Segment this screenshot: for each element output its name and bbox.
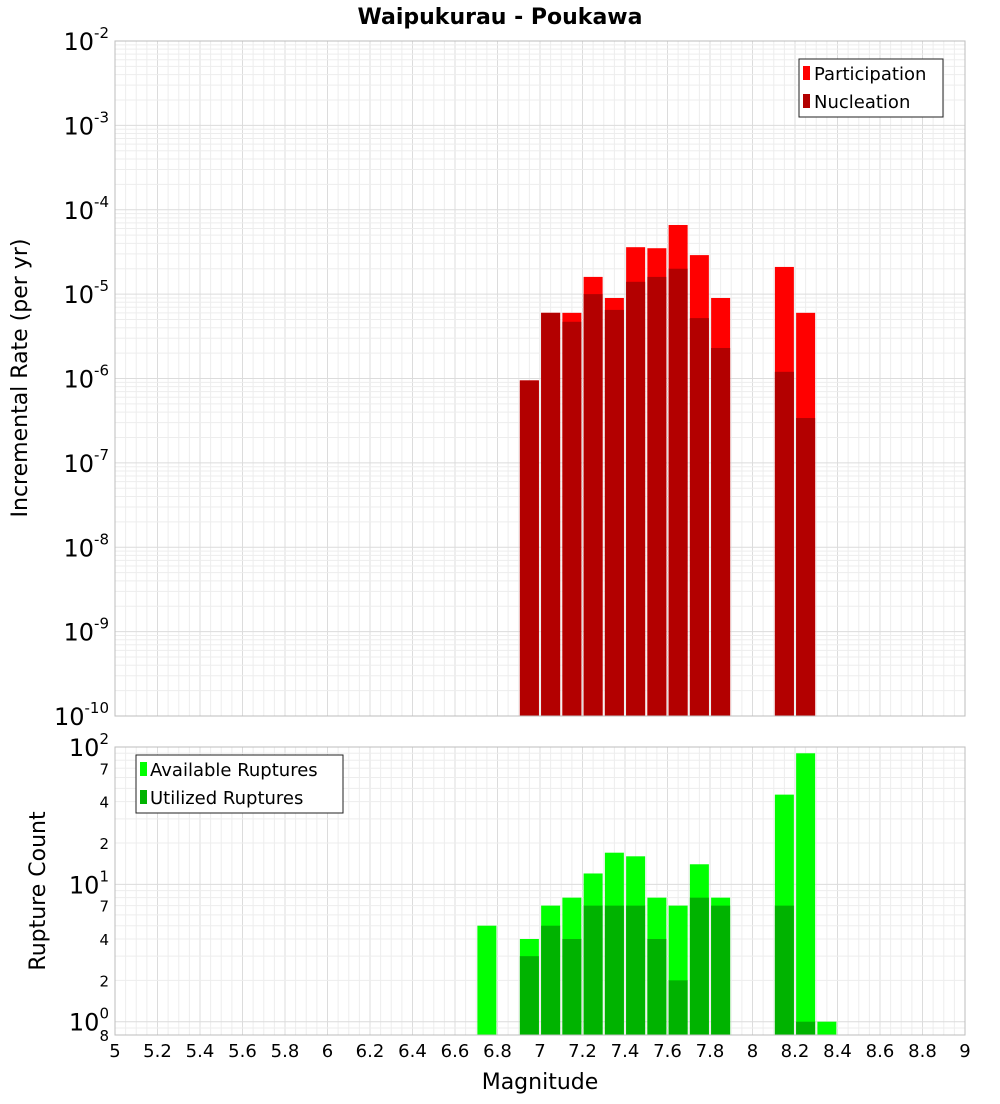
x-tick-label: 8.4 [823, 1041, 852, 1062]
x-tick-label: 7.8 [696, 1041, 725, 1062]
bar-utilized-ruptures [562, 939, 582, 1035]
bottom-y-tick-label: 100 [69, 1005, 109, 1037]
legend-label-participation: Participation [814, 64, 926, 85]
bar-available-ruptures [817, 1021, 837, 1035]
bottom-y-tick-label: 101 [69, 867, 109, 899]
top-y-tick-label: 10-3 [63, 108, 109, 140]
top-y-tick-label: 10-5 [63, 277, 109, 309]
bottom-legend: Available Ruptures Utilized Ruptures [135, 754, 344, 814]
x-tick-label: 6.4 [398, 1041, 427, 1062]
top-y-tick-label: 10-8 [63, 530, 109, 562]
x-tick-label: 7 [534, 1041, 545, 1062]
top-y-tick-label: 10-6 [63, 362, 109, 394]
bar-utilized-ruptures [583, 905, 603, 1035]
legend-label-utilized: Utilized Ruptures [150, 788, 303, 809]
legend-swatch-utilized [140, 790, 147, 804]
chart-title: Waipukurau - Poukawa [358, 5, 643, 30]
bar-utilized-ruptures [689, 897, 709, 1035]
x-tick-label: 5.2 [143, 1041, 172, 1062]
top-y-tick-label: 10-7 [63, 446, 109, 478]
legend-swatch-nucleation [803, 94, 810, 108]
bar-nucleation [626, 281, 646, 716]
top-y-tick-label: 10-10 [54, 699, 109, 731]
x-tick-label: 7.2 [568, 1041, 597, 1062]
top-y-axis-label: Incremental Rate (per yr) [8, 239, 33, 518]
bottom-y-tick-label: 4 [99, 794, 109, 812]
bar-nucleation [711, 347, 731, 716]
bar-nucleation [689, 318, 709, 716]
x-tick-label: 7.4 [611, 1041, 640, 1062]
bar-nucleation [796, 418, 816, 716]
legend-label-nucleation: Nucleation [814, 92, 910, 113]
x-tick-label: 9 [959, 1041, 970, 1062]
top-y-ticks: 10-10 10-9 10-8 10-7 10-6 10-5 10-4 10-3 10-2 [54, 24, 109, 731]
x-tick-label: 8.2 [781, 1041, 810, 1062]
bar-utilized-ruptures [796, 1021, 816, 1035]
x-tick-label: 6.8 [483, 1041, 512, 1062]
bar-nucleation [541, 312, 561, 716]
x-ticks: 5 5.2 5.4 5.6 5.8 6 6.2 6.4 6.6 6.8 7 7.2 7.4 7.6 7.8 8… [109, 1041, 970, 1062]
bar-nucleation [583, 294, 603, 716]
bottom-y-axis-label: Rupture Count [26, 811, 51, 971]
x-tick-label: 6.6 [441, 1041, 470, 1062]
bar-nucleation [562, 321, 582, 716]
x-tick-label: 6 [322, 1041, 333, 1062]
bar-utilized-ruptures [541, 925, 561, 1035]
bar-nucleation [774, 371, 794, 716]
bottom-y-tick-label: 2 [99, 972, 109, 990]
bar-available-ruptures [796, 753, 816, 1035]
x-tick-label: 5.6 [228, 1041, 257, 1062]
bar-utilized-ruptures [626, 905, 646, 1035]
bar-utilized-ruptures [711, 905, 731, 1035]
bottom-legend-box [135, 754, 344, 814]
bottom-plot-frame [114, 746, 966, 1036]
bottom-y-tick-label: 102 [69, 730, 109, 762]
bar-nucleation [519, 380, 539, 716]
x-tick-label: 8.8 [908, 1041, 937, 1062]
bar-nucleation [647, 276, 667, 716]
bottom-y-tick-label: 8 [99, 1027, 109, 1045]
bar-utilized-ruptures [647, 939, 667, 1035]
bar-available-ruptures [477, 925, 497, 1035]
top-legend-box [798, 58, 944, 118]
top-y-tick-label: 10-9 [63, 615, 109, 647]
legend-swatch-participation [803, 66, 810, 80]
bar-utilized-ruptures [604, 905, 624, 1035]
x-tick-label: 8 [747, 1041, 758, 1062]
bottom-y-tick-label: 2 [99, 835, 109, 853]
x-tick-label: 7.6 [653, 1041, 682, 1062]
top-plot-frame [114, 40, 966, 717]
bar-utilized-ruptures [668, 980, 688, 1035]
legend-label-available: Available Ruptures [150, 760, 318, 781]
bar-nucleation [668, 268, 688, 716]
x-tick-label: 8.6 [866, 1041, 895, 1062]
x-tick-label: 5.4 [186, 1041, 215, 1062]
x-tick-label: 5 [109, 1041, 120, 1062]
top-plot-bars [519, 224, 816, 717]
x-tick-label: 5.8 [271, 1041, 300, 1062]
bottom-y-tick-label: 7 [99, 898, 109, 916]
bar-utilized-ruptures [774, 905, 794, 1035]
top-plot-grid [114, 40, 966, 717]
bottom-plot-bars [477, 753, 837, 1035]
bottom-y-tick-label: 4 [99, 931, 109, 949]
bottom-y-tick-label: 7 [99, 760, 109, 778]
top-y-tick-label: 10-4 [63, 193, 109, 225]
top-legend: Participation Nucleation [798, 58, 944, 118]
bar-nucleation [604, 309, 624, 716]
x-tick-label: 6.2 [356, 1041, 385, 1062]
bar-utilized-ruptures [519, 956, 539, 1035]
x-axis-label: Magnitude [482, 1070, 599, 1095]
legend-swatch-available [140, 762, 147, 776]
top-y-tick-label: 10-2 [63, 24, 109, 56]
